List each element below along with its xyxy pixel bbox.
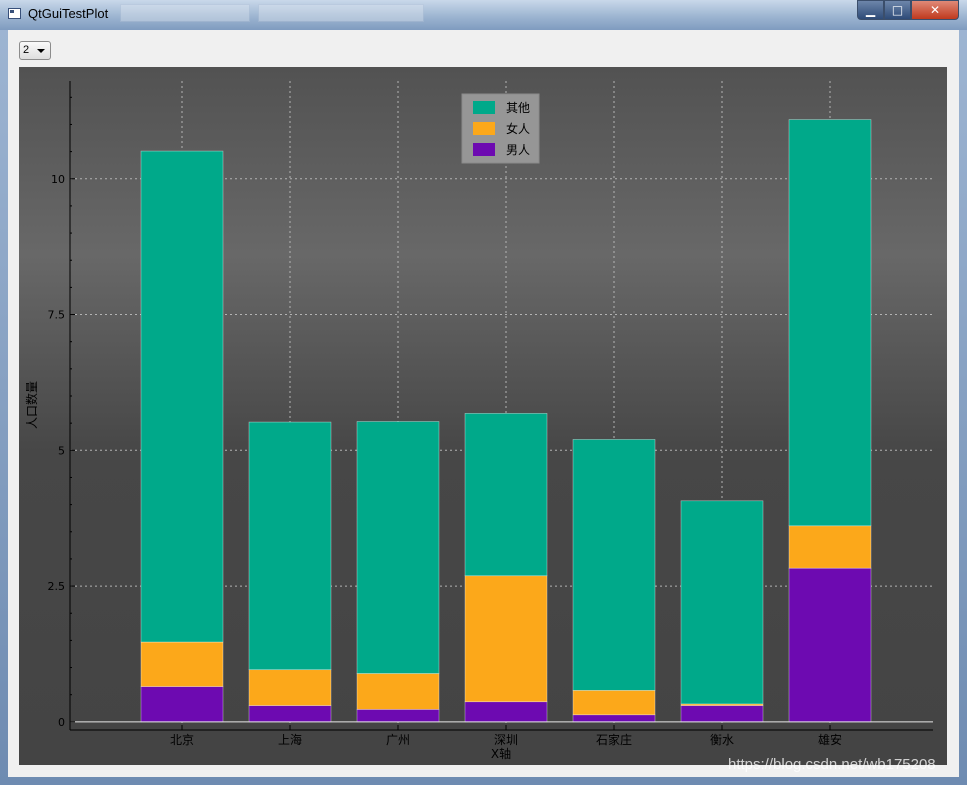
x-tick-label: 上海 bbox=[278, 732, 302, 747]
combobox-value: 2 bbox=[23, 44, 30, 56]
legend-swatch bbox=[473, 122, 495, 135]
series-count-combobox[interactable]: 2 bbox=[19, 41, 51, 60]
bar-segment bbox=[680, 705, 764, 723]
bar-segment bbox=[248, 669, 332, 706]
bar-segment bbox=[356, 673, 440, 710]
bar-segment bbox=[572, 439, 656, 691]
bar-segment bbox=[248, 705, 332, 723]
bar-segment bbox=[140, 641, 224, 687]
y-tick-label: 5 bbox=[58, 444, 65, 457]
bar-segment bbox=[464, 575, 548, 703]
y-axis-title: 人口数量 bbox=[24, 381, 39, 429]
x-tick-label: 石家庄 bbox=[596, 732, 632, 747]
x-axis-title: X轴 bbox=[491, 746, 511, 761]
window-controls: ▁ □ ✕ bbox=[857, 0, 959, 20]
title-bar[interactable]: QtGuiTestPlot ▁ □ ✕ bbox=[0, 0, 967, 30]
minimize-button[interactable]: ▁ bbox=[857, 0, 884, 20]
legend-swatch bbox=[473, 143, 495, 156]
bar-segment bbox=[788, 525, 872, 569]
x-tick-label: 衡水 bbox=[710, 733, 734, 747]
maximize-button[interactable]: □ bbox=[884, 0, 911, 20]
window-title: QtGuiTestPlot bbox=[28, 6, 109, 21]
x-tick-label: 深圳 bbox=[494, 733, 518, 747]
legend-label: 男人 bbox=[506, 143, 530, 157]
bar-segment bbox=[356, 421, 440, 674]
x-tick-label: 北京 bbox=[170, 733, 194, 747]
bar-segment bbox=[464, 701, 548, 723]
watermark-text: https://blog.csdn.net/wb175208 bbox=[728, 756, 936, 773]
bar-segment bbox=[248, 421, 332, 671]
bar-segment bbox=[572, 714, 656, 723]
legend-swatch bbox=[473, 101, 495, 114]
close-button[interactable]: ✕ bbox=[911, 0, 959, 20]
bar-segment bbox=[788, 119, 872, 527]
background-taskbar-tabs bbox=[120, 4, 430, 22]
bar-segment bbox=[572, 690, 656, 716]
bar-segment bbox=[356, 709, 440, 723]
bar-segment bbox=[788, 567, 872, 723]
y-tick-label: 2.5 bbox=[48, 580, 66, 593]
bar-segment bbox=[680, 500, 764, 705]
y-tick-label: 0 bbox=[58, 716, 65, 729]
legend-label: 其他 bbox=[506, 101, 530, 115]
close-icon: ✕ bbox=[929, 3, 941, 17]
app-icon bbox=[8, 8, 21, 19]
maximize-icon: □ bbox=[891, 3, 904, 17]
chevron-down-icon bbox=[37, 49, 45, 53]
chart-area: 0 2.5 5 7.5 10 北京 上海 广州 深圳 石家庄 衡水 雄安 X轴 人口数量 其他女人男人 bbox=[19, 67, 947, 765]
main-area: 2 0 2.5 5 7.5 10 北京 上海 广州 深圳 石家庄 衡水 雄安 X轴 人口数量 其他女人男人 bbox=[8, 30, 959, 777]
minimize-icon: ▁ bbox=[865, 3, 876, 17]
bar-segment bbox=[464, 413, 548, 577]
x-tick-label: 广州 bbox=[386, 733, 410, 747]
x-tick-label: 雄安 bbox=[818, 732, 842, 747]
bar-segment bbox=[140, 686, 224, 723]
bar-segment bbox=[140, 150, 224, 643]
y-tick-label: 7.5 bbox=[48, 309, 66, 322]
y-tick-label: 10 bbox=[51, 173, 65, 186]
legend-label: 女人 bbox=[506, 121, 530, 136]
